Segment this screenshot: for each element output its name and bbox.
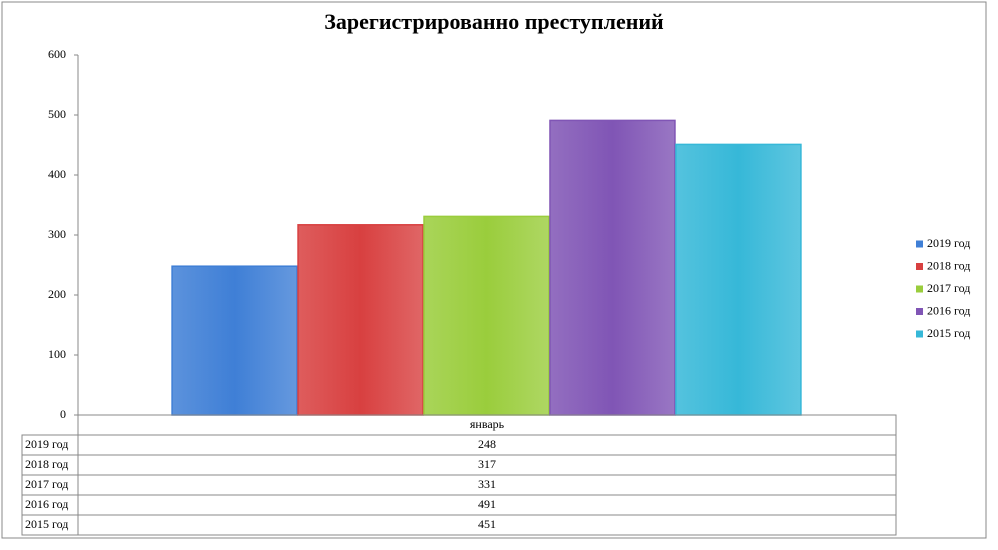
- table-value: 248: [478, 437, 496, 451]
- bar: [297, 224, 424, 416]
- y-tick-label: 500: [48, 107, 66, 121]
- legend-key: [916, 240, 923, 248]
- bar: [675, 143, 802, 416]
- table-series-name: 2015 год: [25, 517, 68, 531]
- legend-label: 2017 год: [927, 281, 970, 295]
- legend-key: [916, 285, 923, 293]
- table-value: 331: [478, 477, 496, 491]
- legend-label: 2015 год: [927, 326, 970, 340]
- legend-label: 2019 год: [927, 236, 970, 250]
- bar: [549, 119, 676, 416]
- table-series-name: 2019 год: [25, 437, 68, 451]
- legend-label: 2016 год: [927, 303, 970, 317]
- y-tick-label: 0: [60, 407, 66, 421]
- y-tick-label: 600: [48, 47, 66, 61]
- table-value: 451: [478, 517, 496, 531]
- table-value: 317: [478, 457, 496, 471]
- table-category: январь: [470, 417, 505, 431]
- y-tick-label: 200: [48, 287, 66, 301]
- legend-key: [916, 330, 923, 338]
- bar: [423, 215, 550, 416]
- table-row: [77, 514, 897, 536]
- table-series-name: 2016 год: [25, 497, 68, 511]
- chart-title: Зарегистрированно преступлений: [324, 9, 664, 34]
- bar: [171, 265, 298, 416]
- legend-key: [916, 308, 923, 315]
- table-series-name: 2018 год: [25, 457, 68, 471]
- legend-label: 2018 год: [927, 258, 970, 272]
- legend-key: [916, 263, 923, 270]
- y-tick-label: 300: [48, 227, 66, 241]
- y-tick-label: 100: [48, 347, 66, 361]
- table-value: 491: [478, 497, 496, 511]
- table-series-name: 2017 год: [25, 477, 68, 491]
- y-tick-label: 400: [48, 167, 66, 181]
